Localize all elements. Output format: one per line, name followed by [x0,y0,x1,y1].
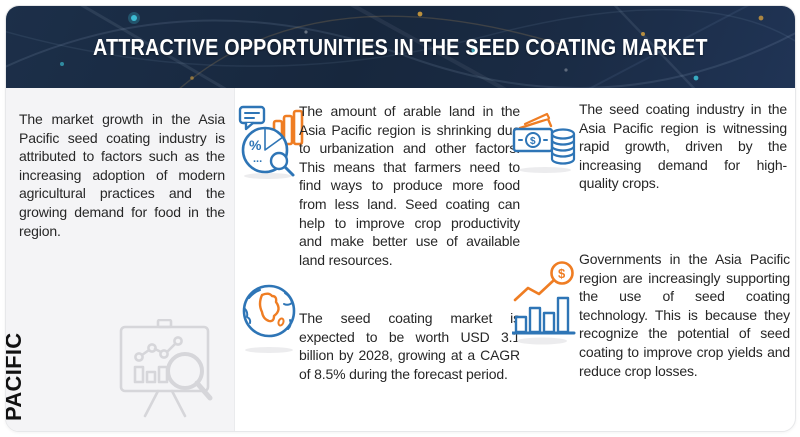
insight-government-support-text: Governments in the Asia Pacific region a… [579,251,790,379]
region-label: ASIA PACIFIC [5,332,26,421]
market-growth-summary: The market growth in the Asia Pacific se… [19,111,225,239]
header-banner: ATTRACTIVE OPPORTUNITIES IN THE SEED COA… [6,6,795,88]
left-summary-panel: The market growth in the Asia Pacific se… [6,88,235,431]
svg-text:%: % [249,137,262,153]
network-pattern-art [6,6,795,88]
svg-text:$: $ [530,136,536,147]
svg-text:...: ... [253,153,262,165]
infographic-card: ATTRACTIVE OPPORTUNITIES IN THE SEED COA… [5,5,796,432]
insight-arable-land-text: The amount of arable land in the Asia Pa… [299,103,520,268]
insight-industry-growth-text: The seed coating industry in the Asia Pa… [579,101,787,192]
region-label-line2: PACIFIC [5,332,26,421]
chart-board-magnifier-icon [119,319,213,418]
svg-text:$: $ [558,266,566,281]
page-title: ATTRACTIVE OPPORTUNITIES IN THE SEED COA… [93,33,708,60]
growth-bars-coin-icon: $ [510,256,578,351]
insight-market-size-text: The seed coating market is expected to b… [299,310,520,382]
market-analysis-icon: % ... [238,105,308,186]
money-banknotes-coins-icon: $ [512,112,578,179]
globe-icon [241,282,301,359]
